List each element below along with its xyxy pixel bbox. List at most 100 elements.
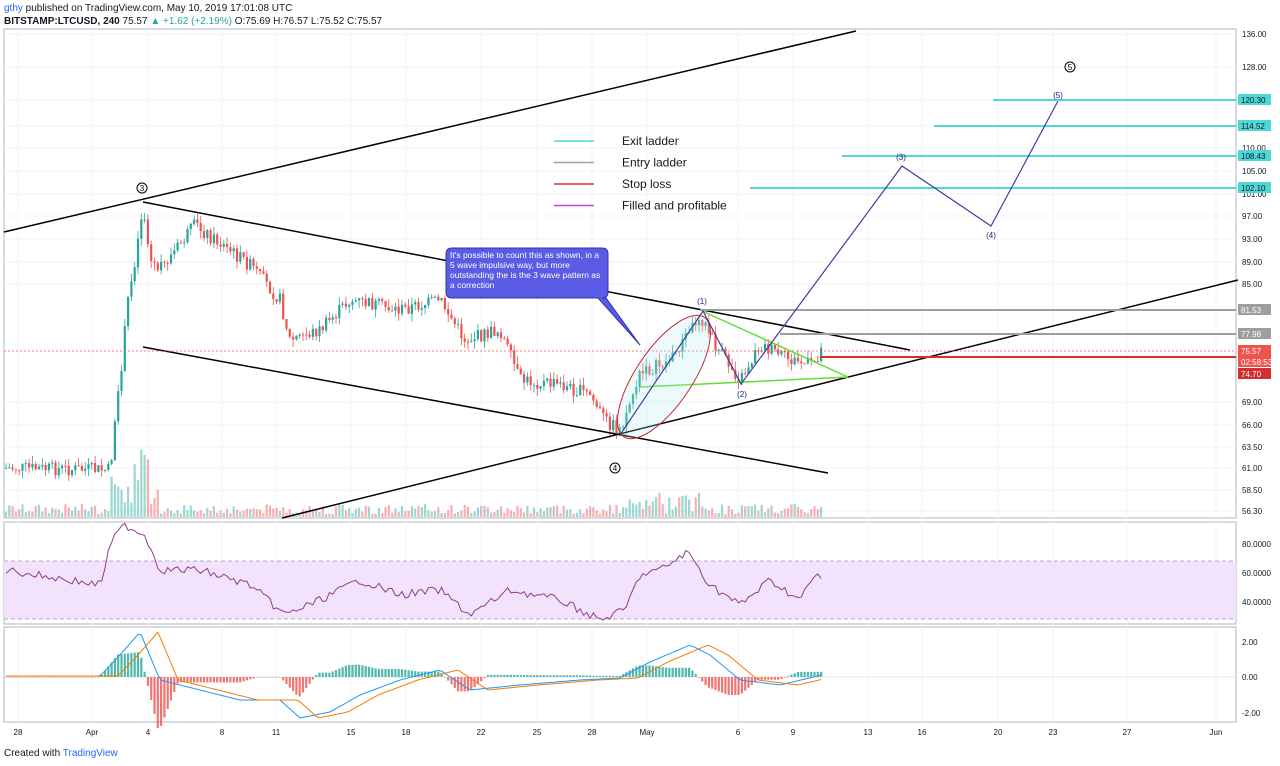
volume-bar <box>394 508 397 517</box>
candle-body <box>816 360 819 362</box>
candle-body <box>503 338 506 340</box>
macd-hist-bar <box>394 668 397 677</box>
candle-body <box>536 384 539 389</box>
macd-hist-bar <box>697 677 701 678</box>
candle-body <box>387 307 390 311</box>
macd-hist-bar <box>450 677 453 685</box>
macd-hist-bar <box>61 677 64 678</box>
volume-bar <box>721 504 724 517</box>
volume-bar <box>338 504 341 517</box>
macd-tick: -2.00 <box>1242 709 1261 718</box>
candle-body <box>707 322 710 334</box>
macd-hist-bar <box>4 677 8 678</box>
volume-bar <box>232 506 235 517</box>
candle-body <box>107 463 110 470</box>
volume-bar <box>136 479 140 517</box>
price-tick: 85.00 <box>1242 280 1263 289</box>
volume-bar <box>430 511 433 517</box>
volume-bar <box>404 510 407 517</box>
volume-bar <box>176 509 179 517</box>
candle-body <box>8 467 11 469</box>
volume-bar <box>572 513 575 517</box>
macd-pane <box>3 626 1237 723</box>
macd-hist-bar <box>651 665 654 677</box>
macd-tick: 2.00 <box>1242 638 1258 647</box>
candle-body <box>780 350 783 355</box>
macd-hist-bar <box>397 668 400 677</box>
macd-hist-bar <box>51 677 54 678</box>
candle-body <box>338 304 341 319</box>
volume-bar <box>407 510 410 517</box>
candle-body <box>51 462 54 464</box>
volume-bar <box>707 510 710 517</box>
macd-hist-bar <box>31 677 34 678</box>
macd-hist-bar <box>311 677 314 680</box>
macd-hist-bar <box>103 670 107 677</box>
volume-bar <box>549 507 552 517</box>
volume-bar <box>189 505 192 517</box>
volume-bar <box>186 510 189 517</box>
svg-text:4: 4 <box>613 464 618 473</box>
macd-hist-bar <box>750 677 753 685</box>
volume-bar <box>328 513 331 517</box>
candle-body <box>169 254 173 264</box>
macd-hist-bar <box>744 677 747 691</box>
price-tick: 93.00 <box>1242 235 1263 244</box>
candle-body <box>176 242 179 251</box>
volume-bar <box>559 513 562 517</box>
macd-hist-bar <box>443 676 446 678</box>
volume-bar <box>229 513 232 517</box>
volume-bar <box>516 505 519 517</box>
volume-bar <box>259 509 262 517</box>
candle-body <box>740 373 743 384</box>
candle-body <box>57 468 60 476</box>
macd-hist-bar <box>334 670 338 677</box>
volume-bar <box>163 511 166 517</box>
volume-bar <box>14 511 17 517</box>
candle-body <box>28 463 31 468</box>
volume-bar <box>18 509 21 517</box>
volume-bar <box>493 511 496 517</box>
time-tick: 11 <box>272 728 281 737</box>
macd-hist-bar <box>641 665 644 677</box>
macd-hist-bar <box>226 677 229 683</box>
publish-line: gthy published on TradingView.com, May 1… <box>4 2 382 15</box>
candle-body <box>110 460 113 464</box>
candle-body <box>305 334 308 336</box>
macd-hist-bar <box>470 677 473 691</box>
volume-bar <box>226 508 229 517</box>
volume-bar <box>674 506 677 517</box>
candle-body <box>216 234 219 245</box>
macd-hist-bar <box>354 664 357 677</box>
volume-bar <box>688 499 691 517</box>
volume-bar <box>305 510 308 517</box>
macd-hist-bar <box>816 671 819 677</box>
price-label: 75.57 <box>1241 347 1262 356</box>
volume-bar <box>496 509 499 517</box>
macd-hist-bar <box>255 677 258 678</box>
macd-hist-bar <box>252 677 255 679</box>
author-link[interactable]: gthy <box>4 3 23 14</box>
candle-body <box>645 366 648 374</box>
candle-body <box>334 317 338 319</box>
candle-body <box>589 391 592 395</box>
candle-body <box>622 426 625 428</box>
candle-body <box>704 322 707 327</box>
candle-body <box>242 252 245 257</box>
candle-body <box>407 306 410 314</box>
macd-hist-bar <box>54 677 57 678</box>
volume-bar <box>486 507 489 517</box>
volume-bar <box>598 513 602 517</box>
volume-bar <box>321 506 324 517</box>
candle-body <box>143 219 146 221</box>
candle-body <box>288 328 291 337</box>
volume-bar <box>381 513 384 517</box>
volume-bar <box>424 504 427 517</box>
tradingview-logo[interactable]: TradingView <box>62 748 118 759</box>
volume-bar <box>480 506 483 517</box>
volume-bar <box>529 513 532 517</box>
price-label: 108.43 <box>1241 152 1266 161</box>
candle-body <box>579 384 582 396</box>
macd-hist-bar <box>767 677 770 680</box>
